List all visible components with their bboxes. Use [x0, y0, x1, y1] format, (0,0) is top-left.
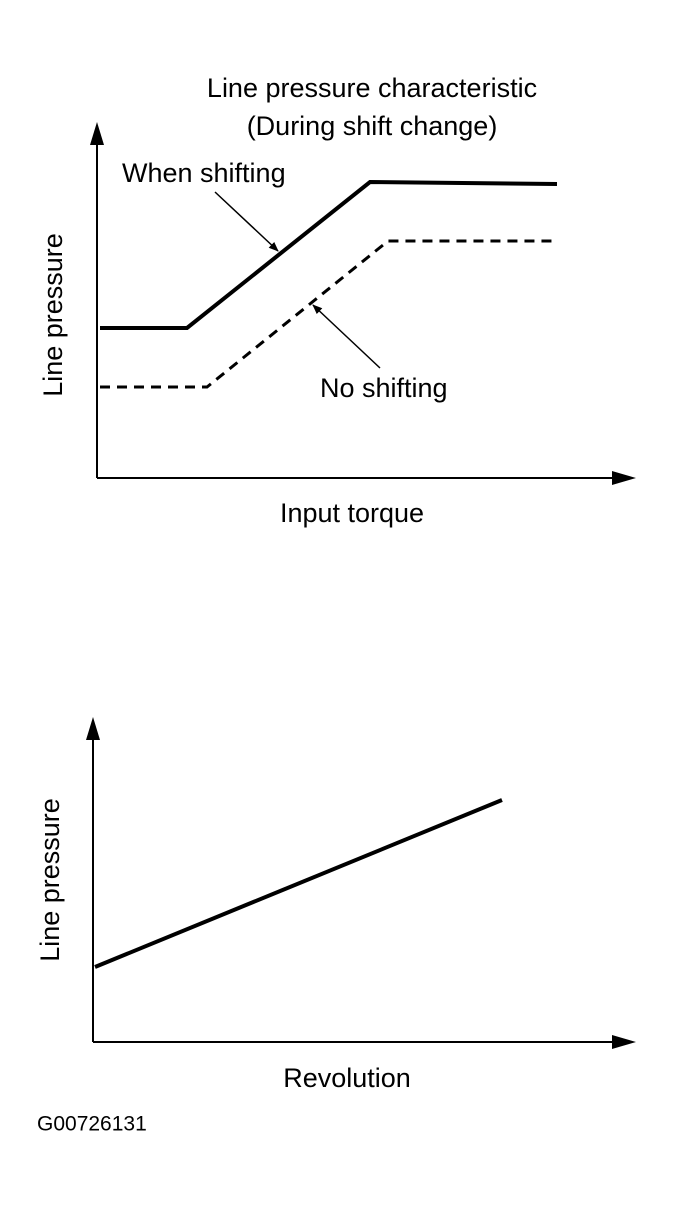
x-axis-label: Revolution: [283, 1063, 411, 1093]
y-axis-label: Line pressure: [38, 233, 68, 397]
leader-arrow: [214, 191, 279, 252]
x-axis-label: Input torque: [280, 498, 424, 528]
axis-arrow: [612, 471, 636, 485]
pressure-line: [94, 798, 503, 969]
annotation: When shifting: [122, 158, 286, 188]
axis-arrow: [86, 717, 100, 740]
y-axis-label: Line pressure: [35, 798, 65, 962]
leader-arrow: [312, 304, 381, 369]
chart-title: Line pressure characteristic: [207, 73, 537, 103]
figure-id: G00726131: [37, 1113, 147, 1136]
no-shifting-line: [100, 239, 557, 389]
chart-subtitle: (During shift change): [247, 111, 498, 141]
axis-arrow: [90, 122, 104, 145]
axis-arrow: [612, 1035, 636, 1049]
when-shifting-line: [100, 179, 558, 330]
annotation: No shifting: [320, 373, 448, 403]
